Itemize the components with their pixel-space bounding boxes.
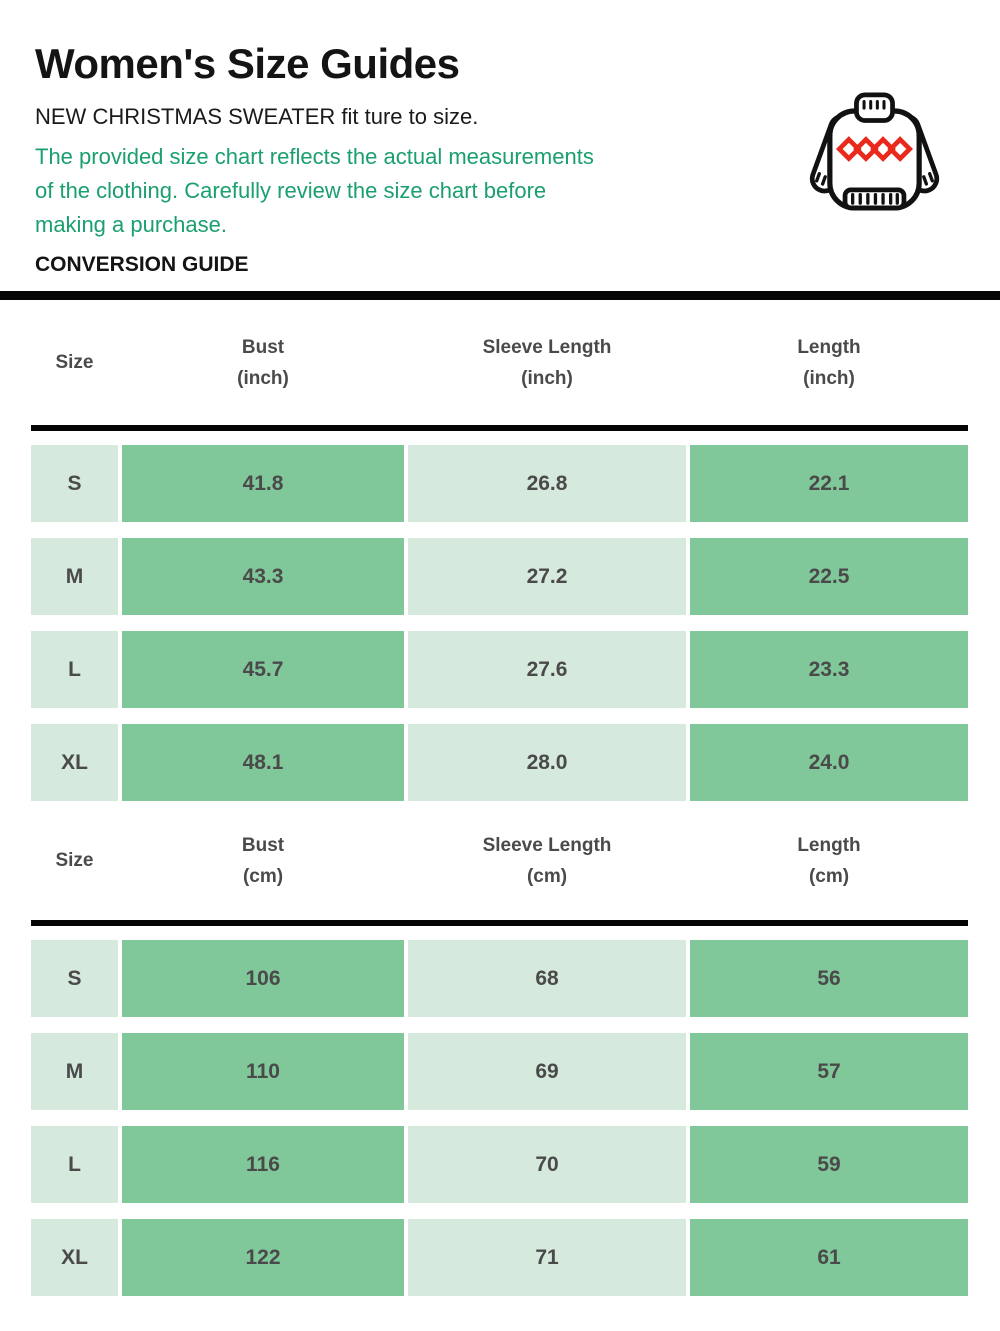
conversion-guide-label: CONVERSION GUIDE	[35, 253, 249, 276]
bust-cell: 110	[122, 1033, 404, 1110]
christmas-sweater-icon	[802, 92, 947, 225]
sleeve-cell: 69	[408, 1033, 686, 1110]
size-cell: L	[31, 1126, 118, 1203]
size-cell: XL	[31, 1219, 118, 1296]
sleeve-cell: 68	[408, 940, 686, 1017]
length-cell: 61	[690, 1219, 968, 1296]
header-underline	[31, 425, 968, 431]
measurement-note-line: of the clothing. Carefully review the si…	[35, 178, 547, 203]
measurement-note: The provided size chart reflects the act…	[35, 140, 965, 242]
intro-section: Women's Size Guides NEW CHRISTMAS SWEATE…	[0, 0, 1000, 278]
table-header-cm: Size Bust (cm) Sleeve Length (cm) Length…	[31, 801, 968, 920]
size-cell: M	[31, 1033, 118, 1110]
size-cell: XL	[31, 724, 118, 801]
column-header-length: Length (inch)	[797, 336, 861, 389]
length-cell: 56	[690, 940, 968, 1017]
sleeve-cell: 27.6	[408, 631, 686, 708]
fit-subtitle: NEW CHRISTMAS SWEATER fit ture to size.	[35, 104, 479, 129]
column-header-size: Size	[55, 352, 94, 373]
size-cell: L	[31, 631, 118, 708]
table-row-m: M 110 69 57	[31, 1033, 968, 1110]
table-row-l: L 45.7 27.6 23.3	[31, 631, 968, 708]
sleeve-cell: 70	[408, 1126, 686, 1203]
bust-cell: 122	[122, 1219, 404, 1296]
table-header-inch: Size Bust (inch) Sleeve Length (inch) Le…	[31, 300, 968, 425]
bust-cell: 106	[122, 940, 404, 1017]
header-underline	[31, 920, 968, 926]
bust-cell: 116	[122, 1126, 404, 1203]
table-row-s: S 41.8 26.8 22.1	[31, 445, 968, 522]
size-cell: S	[31, 940, 118, 1017]
size-table-cm: Size Bust (cm) Sleeve Length (cm) Length…	[0, 801, 1000, 1296]
top-divider-bar	[0, 291, 1000, 300]
table-row-xl: XL 48.1 28.0 24.0	[31, 724, 968, 801]
column-header-sleeve-length: Sleeve Length (cm)	[482, 834, 612, 887]
bust-cell: 43.3	[122, 538, 404, 615]
column-header-bust: Bust (inch)	[237, 336, 289, 389]
length-cell: 24.0	[690, 724, 968, 801]
size-cell: M	[31, 538, 118, 615]
bust-cell: 45.7	[122, 631, 404, 708]
sleeve-cell: 71	[408, 1219, 686, 1296]
sleeve-cell: 27.2	[408, 538, 686, 615]
length-cell: 57	[690, 1033, 968, 1110]
bust-cell: 48.1	[122, 724, 404, 801]
sleeve-cell: 26.8	[408, 445, 686, 522]
column-header-sleeve-length: Sleeve Length (inch)	[482, 336, 612, 389]
length-cell: 23.3	[690, 631, 968, 708]
page-title: Women's Size Guides	[35, 40, 460, 87]
measurement-note-line: making a purchase.	[35, 212, 227, 237]
table-row-l: L 116 70 59	[31, 1126, 968, 1203]
size-cell: S	[31, 445, 118, 522]
table-row-s: S 106 68 56	[31, 940, 968, 1017]
table-row-m: M 43.3 27.2 22.5	[31, 538, 968, 615]
length-cell: 59	[690, 1126, 968, 1203]
size-table-inch: Size Bust (inch) Sleeve Length (inch) Le…	[0, 300, 1000, 801]
length-cell: 22.5	[690, 538, 968, 615]
column-header-bust: Bust (cm)	[241, 834, 285, 887]
length-cell: 22.1	[690, 445, 968, 522]
measurement-note-line: The provided size chart reflects the act…	[35, 144, 594, 169]
column-header-size: Size	[55, 850, 94, 871]
bust-cell: 41.8	[122, 445, 404, 522]
table-row-xl: XL 122 71 61	[31, 1219, 968, 1296]
sleeve-cell: 28.0	[408, 724, 686, 801]
column-header-length: Length (cm)	[797, 834, 861, 887]
